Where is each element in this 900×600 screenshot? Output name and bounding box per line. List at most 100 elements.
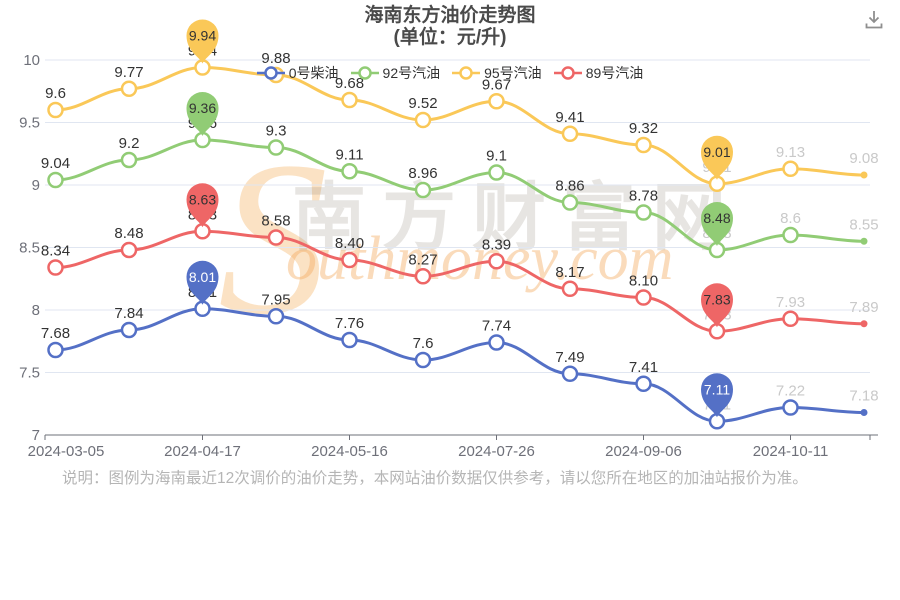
data-point-92-gasoline[interactable] [860, 237, 868, 245]
data-label-95-gasoline: 9.67 [482, 76, 511, 93]
legend-item-95-gasoline[interactable]: 95号汽油 [452, 63, 542, 83]
data-label-0-diesel: 7.18 [849, 388, 878, 405]
data-label-0-diesel: 7.74 [482, 318, 511, 335]
data-label-95-gasoline: 9.77 [114, 64, 143, 81]
legend-label: 92号汽油 [382, 65, 441, 81]
data-point-89-gasoline[interactable] [341, 251, 358, 269]
data-point-89-gasoline[interactable] [488, 253, 505, 270]
data-label-92-gasoline: 9.04 [41, 155, 70, 172]
data-label-92-gasoline: 8.86 [555, 178, 584, 195]
data-label-92-gasoline: 9.3 [266, 123, 287, 140]
data-point-89-gasoline[interactable] [47, 259, 64, 276]
legend-marker-icon [350, 66, 379, 80]
data-point-95-gasoline[interactable] [561, 125, 579, 142]
max-pin-92-gasoline[interactable] [186, 92, 219, 136]
data-point-0-diesel[interactable] [488, 334, 505, 351]
min-pin-label-95-gasoline: 9.01 [703, 144, 730, 160]
legend-item-0-diesel[interactable]: 0号柴油 [256, 63, 339, 83]
min-pin-95-gasoline[interactable] [701, 135, 733, 180]
data-point-89-gasoline[interactable] [120, 241, 138, 259]
data-label-92-gasoline: 8.96 [408, 165, 437, 182]
data-point-92-gasoline[interactable] [782, 226, 799, 244]
data-point-95-gasoline[interactable] [120, 80, 138, 97]
min-pin-89-gasoline[interactable] [701, 283, 733, 328]
data-point-0-diesel[interactable] [47, 341, 64, 359]
data-point-0-diesel[interactable] [635, 375, 652, 392]
data-label-0-diesel: 7.41 [629, 359, 658, 376]
footer-note: 说明：图例为海南最近12次调价的油价走势，本网站油价数据仅供参考，请以您所在地区… [62, 470, 808, 487]
legend: 0号柴油 92号汽油 95号汽油 89号汽油 [0, 63, 900, 83]
data-point-89-gasoline[interactable] [782, 310, 799, 327]
legend-marker-icon [452, 66, 481, 80]
x-axis-label: 2024-10-11 [753, 443, 829, 460]
data-point-0-diesel[interactable] [414, 351, 432, 369]
legend-item-89-gasoline[interactable]: 89号汽油 [553, 63, 644, 83]
data-point-0-diesel[interactable] [120, 321, 138, 339]
min-pin-92-gasoline[interactable] [701, 202, 733, 246]
data-point-92-gasoline[interactable] [47, 171, 64, 189]
y-axis-label: 10 [23, 52, 40, 69]
data-label-92-gasoline: 9.11 [335, 146, 363, 163]
max-pin-95-gasoline[interactable] [186, 19, 219, 64]
data-point-95-gasoline[interactable] [488, 93, 505, 110]
data-point-92-gasoline[interactable] [267, 139, 285, 156]
min-pin-0-diesel[interactable] [701, 373, 733, 418]
data-label-92-gasoline: 8.6 [780, 210, 801, 227]
data-point-89-gasoline[interactable] [561, 280, 579, 297]
data-label-92-gasoline: 8.55 [849, 216, 878, 233]
save-as-image-button[interactable] [862, 8, 886, 32]
data-label-95-gasoline: 9.88 [261, 50, 290, 67]
series-line-0-diesel [55, 307, 865, 423]
data-label-89-gasoline: 8.10 [629, 273, 658, 290]
data-point-0-diesel[interactable] [561, 365, 579, 382]
data-label-0-diesel: 7.76 [335, 315, 364, 332]
data-point-95-gasoline[interactable] [782, 160, 799, 177]
min-pin-label-92-gasoline: 8.48 [703, 210, 730, 226]
max-pin-89-gasoline[interactable] [186, 183, 219, 228]
data-point-92-gasoline[interactable] [488, 164, 505, 181]
max-pin-0-diesel[interactable] [186, 260, 219, 305]
data-label-95-gasoline: 9.41 [555, 109, 584, 126]
data-label-89-gasoline: 8.17 [555, 264, 584, 281]
data-point-89-gasoline[interactable] [860, 320, 868, 328]
y-axis-label: 7 [32, 427, 40, 444]
data-point-95-gasoline[interactable] [414, 111, 432, 129]
data-point-92-gasoline[interactable] [414, 181, 432, 199]
y-axis-label: 9.5 [19, 115, 40, 132]
data-point-89-gasoline[interactable] [635, 289, 652, 306]
data-point-95-gasoline[interactable] [860, 171, 868, 179]
x-axis-label: 2024-03-05 [28, 443, 105, 460]
data-point-0-diesel[interactable] [267, 308, 285, 325]
legend-label: 0号柴油 [288, 65, 339, 81]
data-label-89-gasoline: 7.93 [776, 294, 805, 311]
data-point-89-gasoline[interactable] [414, 268, 432, 285]
min-pin-label-0-diesel: 7.11 [704, 381, 730, 397]
data-point-0-diesel[interactable] [341, 331, 358, 349]
data-point-89-gasoline[interactable] [267, 229, 285, 246]
data-label-0-diesel: 7.6 [413, 335, 434, 352]
y-axis-label: 8.5 [19, 240, 40, 257]
min-pin-label-89-gasoline: 7.83 [703, 291, 730, 307]
data-label-89-gasoline: 7.89 [849, 299, 878, 316]
data-point-95-gasoline[interactable] [635, 136, 652, 154]
data-label-0-diesel: 7.49 [555, 349, 584, 366]
data-label-95-gasoline: 9.52 [408, 95, 437, 112]
x-axis-label: 2024-09-06 [605, 443, 682, 460]
data-label-95-gasoline: 9.08 [849, 150, 878, 167]
legend-item-92-gasoline[interactable]: 92号汽油 [350, 63, 441, 83]
data-point-92-gasoline[interactable] [120, 151, 138, 169]
legend-label: 89号汽油 [585, 65, 644, 81]
data-point-0-diesel[interactable] [782, 399, 799, 416]
data-point-95-gasoline[interactable] [341, 91, 358, 109]
data-label-89-gasoline: 8.39 [482, 236, 511, 253]
data-point-92-gasoline[interactable] [635, 204, 652, 221]
data-point-92-gasoline[interactable] [341, 163, 358, 180]
data-label-0-diesel: 7.84 [114, 305, 143, 322]
data-point-92-gasoline[interactable] [561, 194, 579, 211]
data-point-0-diesel[interactable] [860, 409, 868, 416]
data-label-0-diesel: 7.95 [261, 291, 290, 308]
data-point-95-gasoline[interactable] [47, 101, 64, 119]
data-label-95-gasoline: 9.13 [776, 144, 805, 161]
